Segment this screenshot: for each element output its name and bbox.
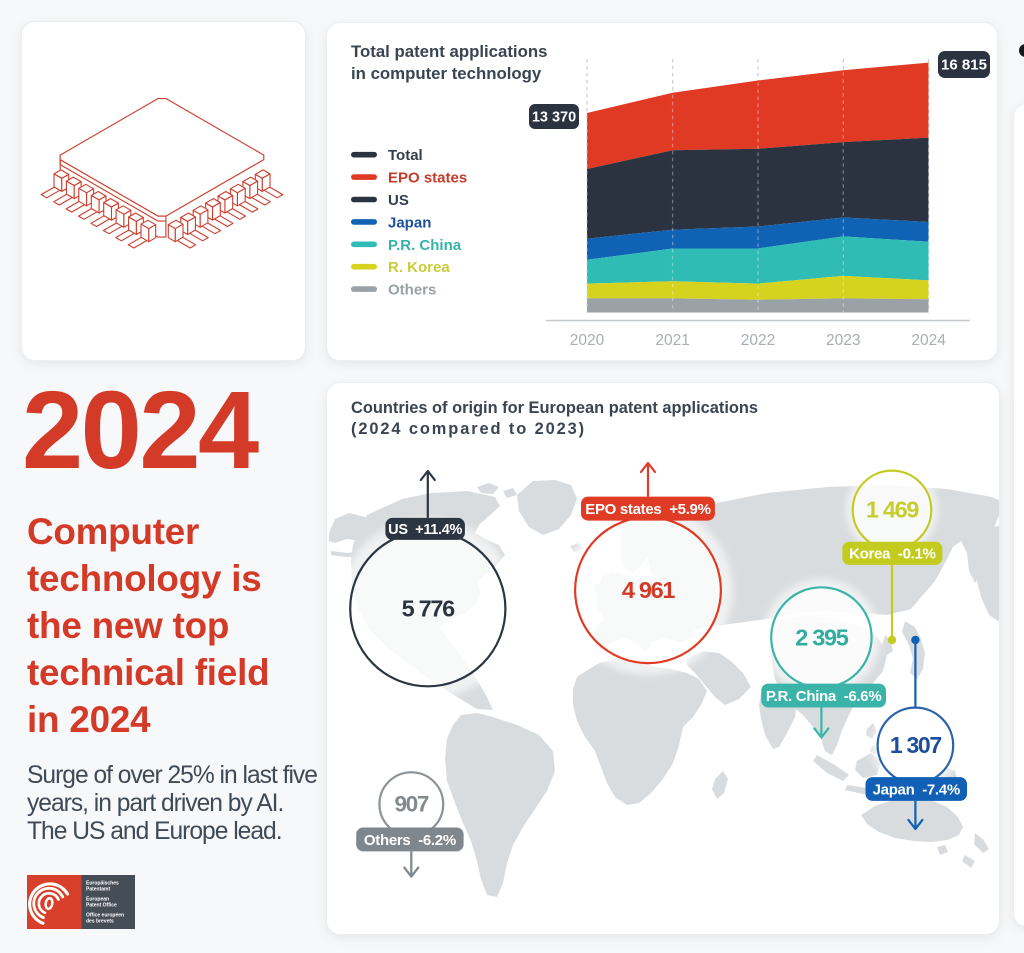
svg-text:2 395: 2 395 — [795, 624, 849, 650]
svg-text:European: European — [86, 897, 109, 903]
svg-text:Japan: Japan — [388, 214, 431, 231]
svg-text:Others: Others — [388, 282, 436, 299]
svg-text:des brevets: des brevets — [86, 919, 114, 925]
svg-text:US +11.4%: US +11.4% — [388, 522, 462, 538]
svg-text:US: US — [388, 192, 409, 209]
svg-text:2023: 2023 — [826, 332, 860, 349]
svg-text:2020: 2020 — [570, 332, 605, 349]
svg-text:1 469: 1 469 — [866, 497, 920, 523]
svg-text:Patent Office: Patent Office — [86, 903, 117, 909]
svg-text:EPO states: EPO states — [388, 170, 467, 187]
svg-text:Total: Total — [388, 147, 423, 164]
svg-text:2022: 2022 — [741, 332, 775, 349]
svg-text:2024: 2024 — [911, 332, 946, 349]
svg-text:Korea -0.1%: Korea -0.1% — [849, 546, 935, 563]
svg-text:Others -6.2%: Others -6.2% — [364, 832, 456, 849]
svg-text:13 370: 13 370 — [532, 110, 576, 126]
svg-text:Office européen: Office européen — [86, 913, 124, 919]
svg-text:16 815: 16 815 — [941, 57, 987, 74]
svg-text:2021: 2021 — [655, 332, 689, 349]
svg-text:5 776: 5 776 — [402, 596, 456, 622]
svg-text:1 307: 1 307 — [890, 732, 942, 758]
svg-text:Japan -7.4%: Japan -7.4% — [873, 781, 960, 798]
svg-text:Patentamt: Patentamt — [86, 887, 111, 893]
svg-text:P.R. China -6.6%: P.R. China -6.6% — [766, 688, 882, 705]
svg-text:907: 907 — [394, 792, 428, 817]
svg-text:R. Korea: R. Korea — [388, 259, 450, 276]
svg-text:4 961: 4 961 — [622, 577, 676, 603]
svg-text:EPO states +5.9%: EPO states +5.9% — [585, 501, 710, 518]
svg-text:P.R. China: P.R. China — [388, 237, 462, 254]
svg-text:Europäisches: Europäisches — [86, 881, 119, 887]
